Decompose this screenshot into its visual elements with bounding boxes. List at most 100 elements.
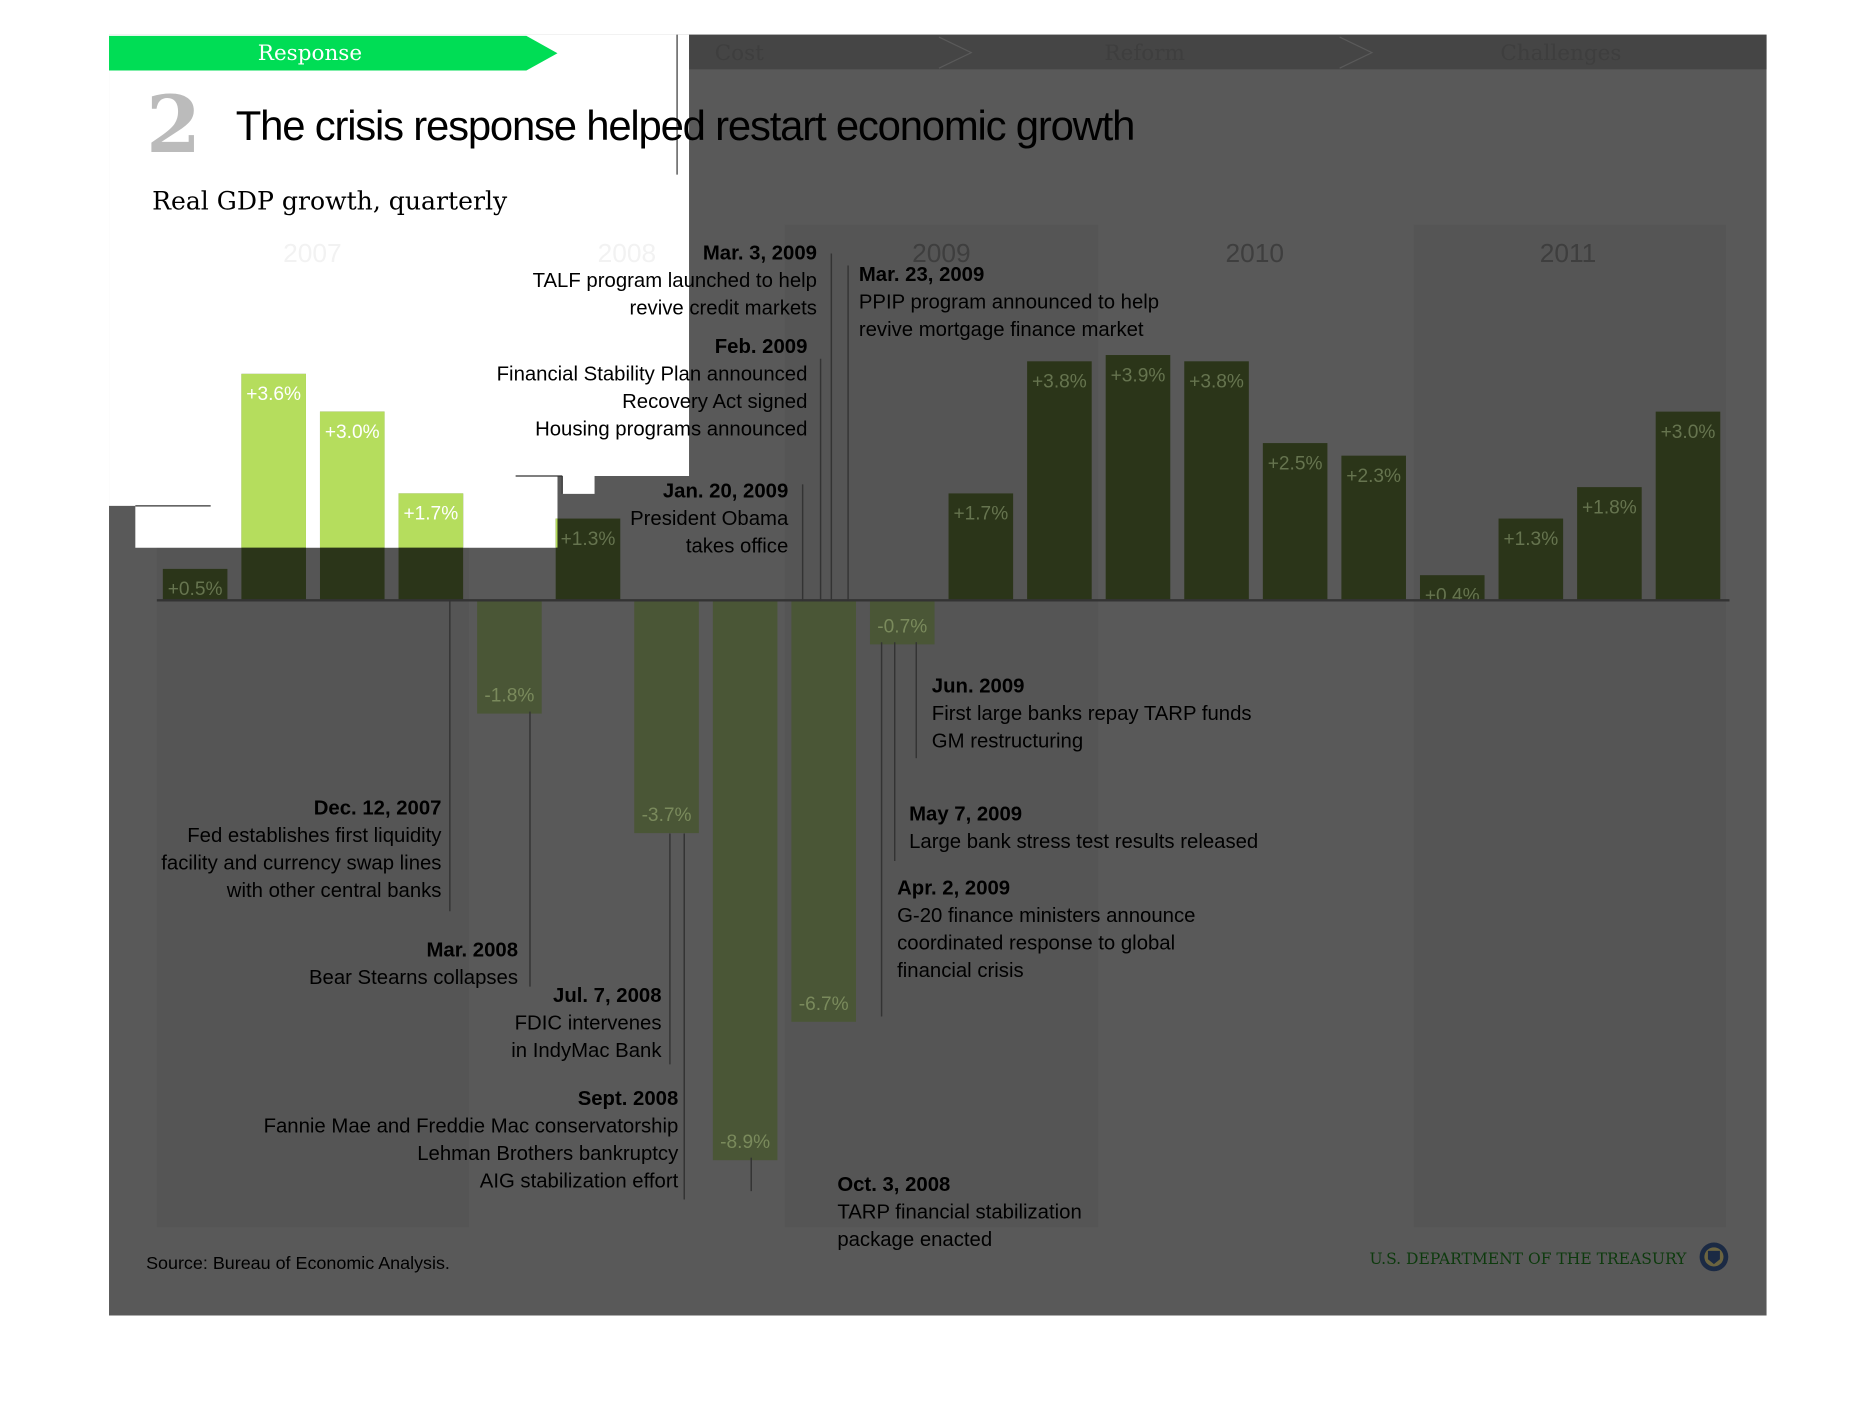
year-label: 2010 (1225, 238, 1284, 268)
slide-number: 2 (146, 78, 201, 171)
bar-2009-q1: -6.7% (791, 600, 856, 1022)
annotation-date: Jun. 2009 (932, 675, 1025, 697)
bar-value-label: +1.7% (953, 504, 1008, 525)
bar-2008-q3: -3.7% (634, 600, 699, 834)
bar-value-label: +2.5% (1268, 453, 1323, 474)
source-note: Source: Bureau of Economic Analysis. (146, 1253, 450, 1273)
annotation-text: Recovery Act signed (622, 391, 807, 413)
nav-bar (677, 34, 1767, 70)
bar-highlight (398, 493, 464, 548)
nav-chevrons (938, 36, 1374, 69)
annotation-date: Mar. 23, 2009 (859, 264, 984, 286)
bar-2011-q3: +1.8% (1577, 487, 1642, 601)
annotation: Dec. 12, 2007 Fed establishes first liqui… (161, 600, 451, 912)
annotation-text: Fed establishes first liquidity (187, 825, 442, 847)
annotation-text: facility and currency swap lines (161, 852, 441, 874)
bar-highlight (241, 373, 306, 548)
annotation: Jan. 20, 2009 President Obama takes office (630, 480, 804, 601)
year-label: 2009 (912, 238, 971, 268)
tab-response[interactable]: Response (109, 35, 558, 71)
annotation: Jul. 7, 2008 FDIC intervenes in IndyMac Ba… (511, 833, 671, 1065)
bar (1105, 355, 1171, 601)
annotation-text: AIG stabilization effort (480, 1171, 679, 1193)
bar (1419, 575, 1485, 601)
bar-2010-q1: +3.9% (1105, 355, 1171, 601)
annotation-text: FDIC intervenes (515, 1013, 662, 1035)
bar-2011-q2: +1.3% (1498, 518, 1564, 601)
bar-2011-q1: +0.4% (1419, 575, 1485, 606)
bar (1341, 455, 1406, 601)
annotation: Mar. 2008 Bear Stearns collapses (309, 711, 531, 989)
bar (1577, 487, 1642, 601)
tab-reform[interactable]: Reform (1104, 41, 1185, 66)
bar-value-label: +3.9% (1111, 365, 1166, 386)
bar (712, 600, 778, 1161)
annotation-text: Bear Stearns collapses (309, 967, 518, 989)
tab-cost[interactable]: Cost (715, 41, 764, 66)
annotation-date: Apr. 2, 2009 (897, 878, 1010, 900)
annotation-text: Financial Stability Plan announced (497, 363, 808, 385)
bar-2009-q4: +3.8% (1027, 361, 1092, 601)
bar-2009-q3: +1.7% (948, 493, 1014, 601)
bar-2011-q4: +3.0% (1655, 411, 1721, 601)
year-label: 2011 (1540, 238, 1597, 268)
annotation: Jun. 2009 First large banks repay TARP fu… (915, 642, 1252, 759)
annotation-date: Mar. 3, 2009 (703, 243, 817, 265)
bar-value-label: -3.7% (642, 805, 692, 826)
bar-value-label: +3.6% (246, 384, 301, 405)
bar (1184, 361, 1249, 601)
bar-value-label: +1.8% (1582, 497, 1637, 518)
bar-value-label: +1.3% (1503, 529, 1558, 550)
bar-value-label: +3.0% (325, 422, 380, 443)
bar-highlight (319, 411, 385, 548)
bar (634, 600, 699, 834)
annotation: Mar. 23, 2009 PPIP program announced to h… (847, 264, 1159, 601)
annotation-text: President Obama (630, 508, 789, 530)
bar-value-label: +2.3% (1346, 466, 1401, 487)
bar-2010-q2: +3.8% (1184, 361, 1249, 601)
annotation: Sept. 2008 Fannie Mae and Freddie Mac con… (264, 833, 685, 1200)
bar-value-label: -6.7% (799, 994, 849, 1015)
annotation-text: TARP financial stabilization (837, 1202, 1081, 1224)
bar (1498, 518, 1564, 601)
annotation-date: Dec. 12, 2007 (314, 797, 442, 819)
bar-2008-q1: -1.8% (477, 600, 542, 714)
annotation-text: Lehman Brothers bankruptcy (417, 1143, 679, 1165)
bar-2008-q4: -8.9% (712, 600, 778, 1161)
bar (1262, 443, 1328, 601)
annotation-text: G-20 finance ministers announce (897, 905, 1195, 927)
bar (791, 600, 856, 1022)
bar (555, 518, 621, 601)
bar (1027, 361, 1092, 601)
year-band-2011 (1413, 224, 1726, 1228)
chart-subtitle: Real GDP growth, quarterly (152, 186, 508, 215)
bar-value-label: +3.8% (1032, 372, 1087, 393)
annotation-date: Jul. 7, 2008 (553, 985, 662, 1007)
annotation-text: Housing programs announced (535, 418, 807, 440)
annotation: Mar. 3, 2009 TALF program launched to hel… (533, 243, 833, 601)
bar-2007-q1: +0.5% (162, 568, 228, 601)
bar-value-label: -1.8% (484, 686, 534, 707)
bar-2007-q2: +3.6% (241, 373, 306, 601)
annotations: Dec. 12, 2007 Fed establishes first liqui… (161, 243, 1258, 1252)
bar-2008-q2: +1.3% (555, 518, 621, 601)
bar-value-label: +1.7% (403, 504, 458, 525)
annotation-date: May 7, 2009 (909, 803, 1022, 825)
bar-value-label: +3.0% (1661, 422, 1716, 443)
annotation: May 7, 2009 Large bank stress test result… (894, 642, 1258, 862)
annotation-text: GM restructuring (932, 730, 1083, 752)
bar-2010-q3: +2.5% (1262, 443, 1328, 601)
annotation-text: with other central banks (226, 880, 442, 902)
tab-challenges[interactable]: Challenges (1500, 41, 1621, 66)
tab-response-label: Response (258, 41, 362, 66)
annotation-text: package enacted (837, 1229, 992, 1251)
bars: +0.5% +3.6% +3.0% +1.7% -1.8% +1.3% -3.7% -8.9%… (162, 355, 1721, 1161)
annotation-text: PPIP program announced to help (859, 292, 1159, 314)
bar-value-label: -8.9% (720, 1132, 770, 1153)
bar-value-label: +0.5% (168, 579, 223, 600)
annotation-text: financial crisis (897, 960, 1024, 982)
bar (869, 600, 935, 645)
annotation-text: First large banks repay TARP funds (932, 703, 1252, 725)
annotation-text: coordinated response to global (897, 933, 1175, 955)
bar (477, 600, 542, 714)
